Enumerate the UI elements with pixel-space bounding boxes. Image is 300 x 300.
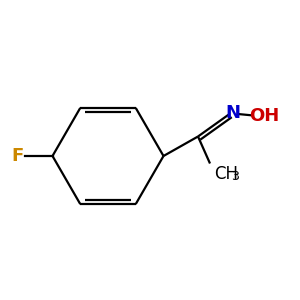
Text: OH: OH (250, 106, 280, 124)
Text: CH: CH (214, 165, 239, 183)
Text: N: N (226, 103, 241, 122)
Text: F: F (12, 147, 24, 165)
Text: 3: 3 (231, 170, 239, 183)
